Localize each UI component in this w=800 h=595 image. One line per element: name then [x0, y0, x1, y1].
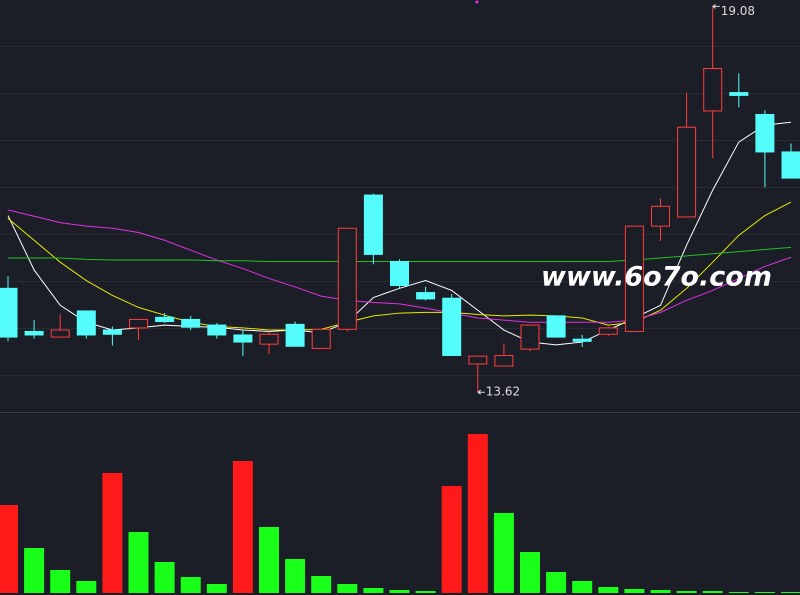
- volume-bar: [493, 513, 514, 593]
- candle-body: [50, 329, 70, 338]
- candle-body: [24, 330, 44, 336]
- ma-line: [7, 121, 792, 346]
- volume-bar: [728, 592, 749, 593]
- ma-line: [7, 209, 792, 323]
- ma-line: [7, 201, 792, 331]
- volume-bar: [441, 486, 462, 593]
- volume-bar: [572, 581, 593, 593]
- volume-bar: [781, 592, 800, 593]
- volume-bar: [754, 592, 775, 593]
- volume-bar: [76, 581, 97, 593]
- volume-bar: [206, 584, 227, 593]
- volume-bar: [154, 562, 175, 593]
- candle-body: [572, 338, 592, 342]
- volume-bar: [285, 559, 306, 593]
- volume-bar: [363, 588, 384, 593]
- candle-body: [494, 354, 514, 367]
- volume-bar: [0, 505, 18, 593]
- candle-body: [416, 292, 436, 300]
- candle-body: [624, 225, 644, 332]
- volume-bar: [624, 589, 645, 593]
- volume-bar: [102, 473, 123, 593]
- volume-bar: [128, 532, 149, 593]
- candle-body: [337, 227, 357, 330]
- candle-body: [181, 318, 201, 328]
- candle-body: [233, 334, 253, 343]
- candle-body: [311, 328, 331, 349]
- candle-body: [207, 324, 227, 336]
- annotation-arrow: [477, 389, 485, 395]
- candle-body: [546, 315, 566, 338]
- candle-body: [755, 113, 775, 153]
- candle-body: [677, 126, 697, 218]
- candle-body: [598, 327, 618, 335]
- volume-bar: [311, 576, 332, 593]
- candle-body: [442, 297, 462, 356]
- candle-body: [468, 355, 488, 365]
- max-label: 19.08: [721, 4, 755, 18]
- volume-bar: [389, 590, 410, 593]
- volume-bar: [676, 591, 697, 593]
- volume-bar: [650, 590, 671, 593]
- volume-bar: [598, 587, 619, 593]
- volume-bar: [232, 461, 253, 593]
- candle-body: [390, 260, 409, 287]
- volume-bar: [415, 591, 436, 593]
- min-label: 13.62: [486, 385, 520, 399]
- volume-bar: [520, 552, 540, 593]
- candle-body: [729, 92, 749, 96]
- candle-body: [0, 287, 18, 338]
- candle-body: [703, 68, 723, 112]
- volume-bar: [180, 577, 201, 593]
- candle-body: [259, 333, 279, 345]
- volume-bar: [259, 527, 279, 593]
- candle-body: [651, 205, 670, 227]
- candle-body: [285, 323, 305, 347]
- annotation-arrow: [712, 3, 720, 9]
- candle-body: [102, 329, 122, 335]
- volume-bar: [467, 434, 488, 593]
- candle-body: [76, 310, 96, 336]
- volume-bar: [24, 548, 45, 593]
- candle-body: [129, 318, 148, 329]
- volume-bar: [337, 584, 358, 593]
- candle-body: [155, 316, 175, 323]
- candle-body: [520, 324, 540, 350]
- volume-bar: [702, 591, 723, 593]
- marker-dot: [475, 0, 479, 4]
- volume-bar: [50, 570, 71, 593]
- watermark: www.6o7o.com: [541, 262, 772, 293]
- volume-bar: [546, 572, 567, 593]
- candle-body: [781, 151, 800, 179]
- candle-body: [363, 194, 383, 255]
